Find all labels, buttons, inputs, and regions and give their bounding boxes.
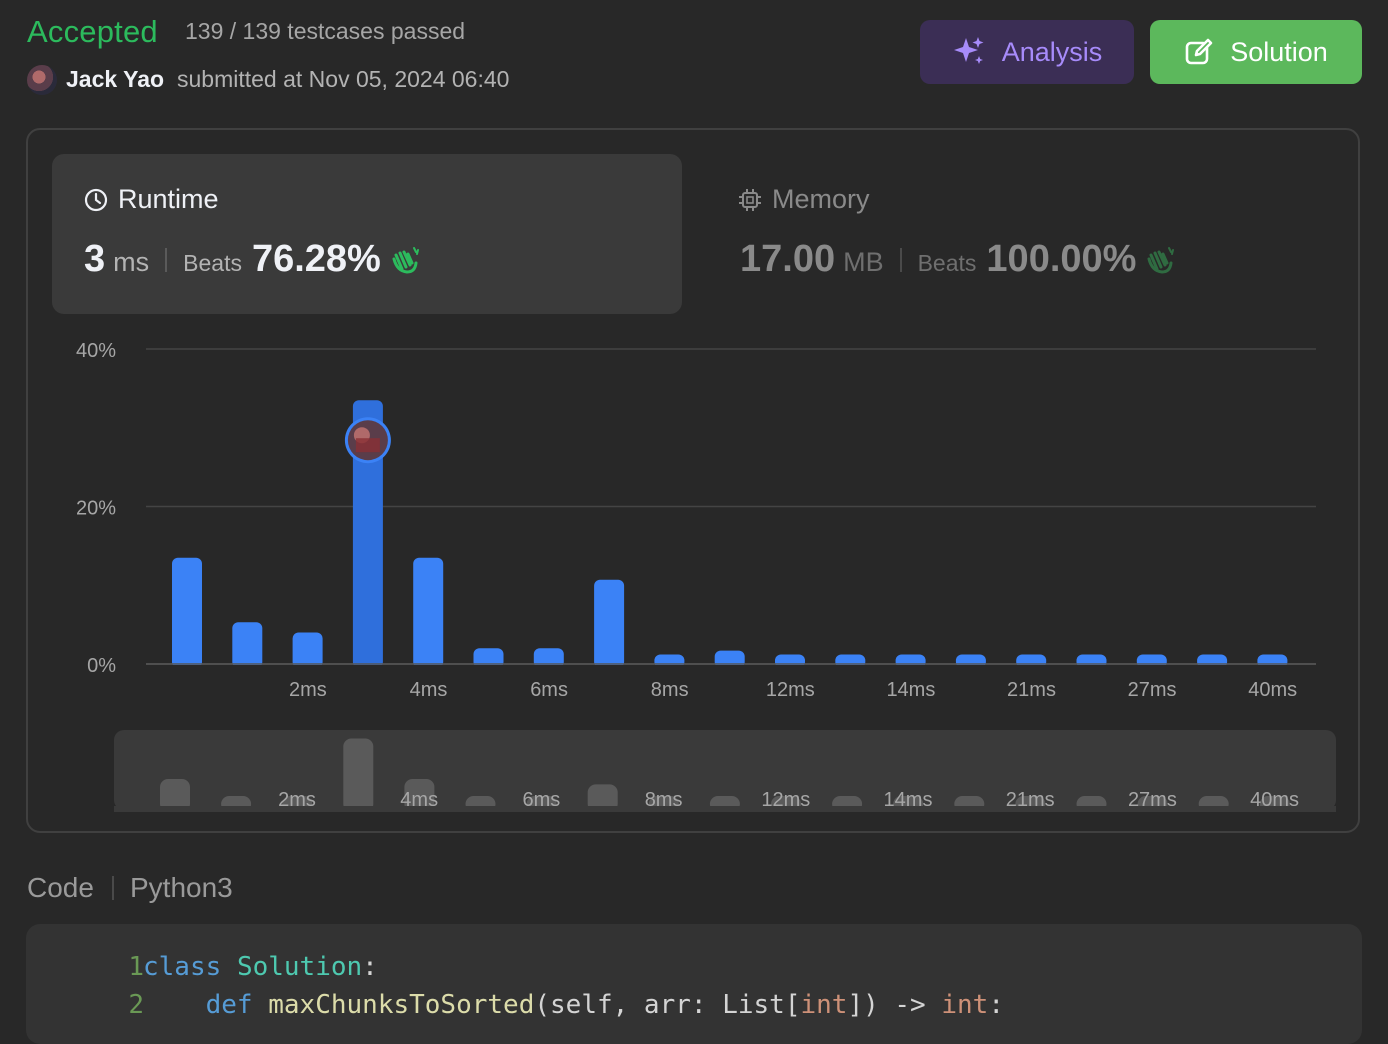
overview-label: 27ms: [1128, 789, 1177, 811]
overview-bar: [587, 784, 618, 812]
line-number: 2: [128, 990, 144, 1020]
x-tick-label: 14ms: [886, 679, 935, 701]
overview-mask: [114, 806, 1336, 812]
code-token: int: [800, 990, 848, 1020]
solution-label: Solution: [1230, 36, 1328, 67]
x-tick-label: 21ms: [1007, 679, 1056, 701]
y-tick-label: 40%: [76, 340, 116, 362]
baseline-mask: [146, 665, 1316, 673]
runtime-beats-value: 76.28%: [251, 238, 381, 280]
code-text: class Solution:: [143, 952, 378, 982]
x-tick-label: 2ms: [289, 679, 327, 701]
y-tick-label: 0%: [87, 655, 116, 677]
runtime-value: 3: [84, 238, 106, 280]
histogram-bar[interactable]: [232, 622, 263, 668]
code-token: class: [143, 952, 222, 982]
histogram-bar[interactable]: [594, 579, 625, 668]
overview-bar: [160, 779, 190, 812]
overview-label: 12ms: [761, 789, 810, 811]
y-tick-label: 20%: [76, 498, 116, 520]
clap-icon: [392, 246, 419, 274]
user-avatar-marker: [344, 417, 391, 464]
avatar-detail: [355, 438, 380, 453]
code-text: def maxChunksToSorted(self, arr: List[in…: [143, 990, 1004, 1020]
code-token: Solution: [236, 952, 363, 982]
code-token: :: [362, 952, 378, 982]
code-token: def: [205, 990, 253, 1020]
runtime-title: Runtime: [118, 184, 219, 214]
clock-icon: [84, 188, 108, 211]
histogram-bar[interactable]: [352, 400, 383, 668]
analysis-label: Analysis: [1001, 36, 1103, 67]
x-tick-label: 6ms: [530, 679, 568, 701]
histogram-bar[interactable]: [292, 632, 323, 669]
memory-panel[interactable]: Memory 17.00 MB Beats 100.00%: [708, 154, 1338, 314]
overview-label: 14ms: [884, 789, 933, 811]
histogram-bar[interactable]: [413, 557, 444, 668]
code-token: ]) ->: [847, 990, 942, 1020]
code-token: [253, 990, 269, 1020]
chip-icon: [739, 188, 761, 211]
analysis-button[interactable]: Analysis: [920, 20, 1134, 84]
avatar[interactable]: [27, 65, 57, 95]
overview-label: 6ms: [523, 789, 561, 811]
clap-icon: [1147, 246, 1175, 274]
histogram-bar[interactable]: [473, 648, 504, 668]
user-name-link[interactable]: Jack Yao: [66, 66, 165, 92]
x-tick-label: 40ms: [1248, 679, 1297, 701]
divider: [112, 876, 114, 900]
stats-card: [26, 128, 1360, 833]
code-token: (self, arr: List[: [534, 990, 801, 1020]
overview-label: 21ms: [1006, 789, 1055, 811]
runtime-distribution-chart[interactable]: 40% 20% 0% 2ms 4ms 6ms 8ms 12ms 14ms 21ms 27ms 40m…: [0, 0, 1388, 840]
code-token: int: [941, 990, 989, 1020]
line-number: 1: [128, 952, 144, 982]
overview-label: 40ms: [1250, 789, 1299, 811]
histogram-bar[interactable]: [533, 648, 564, 668]
x-tick-label: 27ms: [1128, 679, 1177, 701]
code-editor[interactable]: 1 class Solution: 2 def maxChunksToSorted(…: [26, 924, 1362, 1044]
submitted-time: submitted at Nov 05, 2024 06:40: [177, 66, 510, 92]
overview-label: 4ms: [400, 789, 438, 811]
runtime-panel[interactable]: Runtime 3 ms Beats 76.28%: [52, 154, 682, 314]
memory-beats-value: 100.00%: [986, 238, 1137, 280]
testcases-summary: 139 / 139 testcases passed: [185, 18, 466, 44]
code-token: [143, 990, 206, 1020]
sparkle-icon: [953, 37, 984, 64]
code-token: maxChunksToSorted: [268, 990, 535, 1020]
divider: [165, 247, 168, 272]
runtime-unit: ms: [113, 247, 150, 277]
x-tick-label: 4ms: [410, 679, 448, 701]
memory-title: Memory: [772, 184, 870, 214]
overview-label: 8ms: [645, 789, 683, 811]
memory-value: 17.00: [740, 238, 836, 280]
histogram-bar[interactable]: [172, 557, 202, 668]
code-token: [221, 952, 237, 982]
memory-unit: MB: [843, 247, 884, 277]
divider: [899, 247, 902, 272]
solution-button[interactable]: Solution: [1150, 20, 1362, 84]
code-language: Python3: [130, 872, 233, 903]
memory-beats-label: Beats: [917, 250, 977, 276]
overview-bar: [404, 779, 435, 812]
runtime-beats-label: Beats: [183, 250, 242, 276]
x-tick-label: 12ms: [766, 679, 815, 701]
code-section-label: Code: [27, 872, 94, 903]
edit-icon: [1185, 38, 1213, 65]
x-tick-label: 8ms: [651, 679, 689, 701]
status-label: Accepted: [27, 14, 158, 49]
code-token: :: [988, 990, 1004, 1020]
overview-bar: [343, 738, 374, 812]
overview-label: 2ms: [278, 789, 316, 811]
